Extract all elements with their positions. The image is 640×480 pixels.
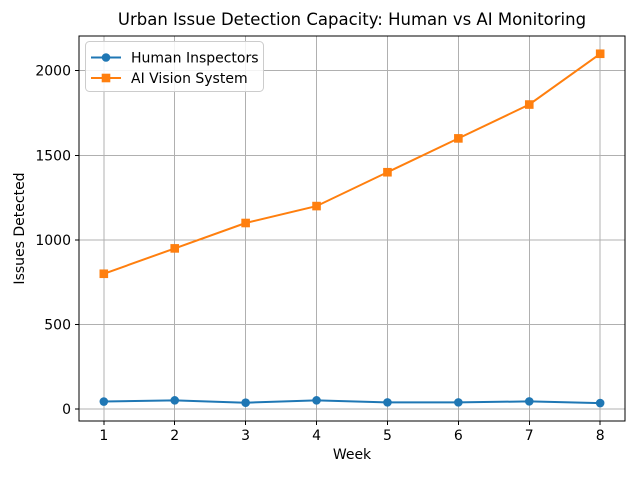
data-point-marker — [312, 396, 321, 405]
y-tick-label: 1500 — [35, 148, 71, 164]
legend-label: AI Vision System — [131, 71, 248, 87]
data-point-marker — [454, 398, 463, 407]
data-point-marker — [170, 244, 180, 253]
legend-entry: AI Vision System — [91, 71, 248, 87]
data-point-marker — [383, 398, 392, 407]
y-tick-label: 1000 — [35, 233, 71, 249]
axis-ticks: 1 2 3 4 5 6 7 8 0 500 1000 1500 2000 — [35, 64, 604, 444]
x-tick-label: 7 — [525, 428, 534, 444]
data-point-marker — [312, 201, 321, 211]
series-line-ai-vision-system — [102, 52, 602, 275]
data-point-marker — [241, 218, 250, 228]
data-point-marker — [595, 49, 605, 59]
data-point-marker — [383, 167, 392, 177]
chart-title: Urban Issue Detection Capacity: Human vs… — [118, 10, 586, 29]
data-point-marker — [524, 397, 534, 406]
series-line-human-inspectors — [102, 399, 602, 405]
legend-sample-marker — [101, 73, 111, 83]
data-point-marker — [99, 397, 109, 406]
data-point-marker — [524, 100, 534, 109]
data-point-marker — [454, 134, 463, 143]
data-point-marker — [595, 398, 605, 408]
x-tick-label: 2 — [170, 428, 179, 444]
x-tick-label: 1 — [99, 428, 108, 444]
y-tick-label: 0 — [62, 402, 71, 418]
data-series — [99, 49, 605, 408]
data-point-marker — [170, 396, 180, 405]
legend-label: Human Inspectors — [131, 51, 259, 67]
x-tick-label: 5 — [383, 428, 392, 444]
grid-lines — [79, 36, 625, 421]
legend: Human Inspectors AI Vision System — [85, 41, 264, 92]
legend-sample-marker — [101, 53, 111, 62]
legend-entry: Human Inspectors — [91, 51, 259, 67]
x-tick-label: 3 — [241, 428, 250, 444]
legend-box — [85, 41, 264, 92]
data-point-marker — [99, 269, 109, 279]
x-tick-label: 4 — [312, 428, 321, 444]
y-tick-label: 500 — [44, 318, 71, 334]
x-tick-label: 6 — [454, 428, 463, 444]
y-axis-label: Issues Detected — [12, 172, 28, 284]
x-tick-label: 8 — [596, 428, 605, 444]
y-tick-label: 2000 — [35, 64, 71, 80]
data-point-marker — [241, 398, 250, 408]
x-axis-label: Week — [333, 447, 372, 463]
plot-border — [78, 35, 626, 422]
